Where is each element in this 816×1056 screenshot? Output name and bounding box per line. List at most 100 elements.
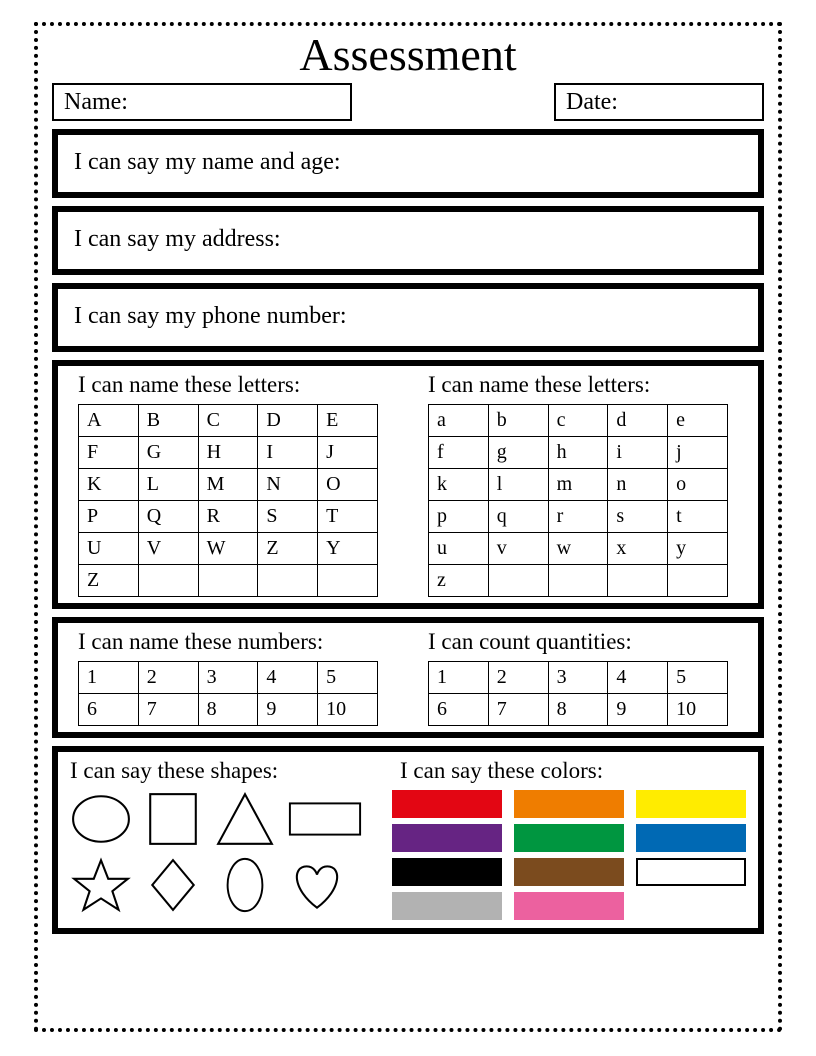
grid-cell: o xyxy=(668,469,728,501)
star-icon xyxy=(70,856,132,914)
grid-cell: s xyxy=(608,501,668,533)
grid-cell: C xyxy=(198,405,258,437)
numbers-name-heading: I can name these numbers: xyxy=(78,629,396,655)
grid-cell: Z xyxy=(79,565,139,597)
grid-cell: T xyxy=(318,501,378,533)
grid-cell: c xyxy=(548,405,608,437)
grid-cell: k xyxy=(429,469,489,501)
section-letters: I can name these letters: ABCDEFGHIJKLMN… xyxy=(52,360,764,609)
square-icon xyxy=(142,790,204,848)
grid-cell: W xyxy=(198,533,258,565)
grid-cell: 8 xyxy=(198,694,258,726)
grid-cell: u xyxy=(429,533,489,565)
grid-cell xyxy=(318,565,378,597)
stmt-address: I can say my address: xyxy=(70,218,746,263)
grid-cell: P xyxy=(79,501,139,533)
color-swatch-green xyxy=(514,824,624,852)
grid-cell xyxy=(258,565,318,597)
triangle-icon xyxy=(214,790,276,848)
grid-cell: n xyxy=(608,469,668,501)
color-swatch-pink xyxy=(514,892,624,920)
diamond-icon xyxy=(142,856,204,914)
grid-cell: y xyxy=(668,533,728,565)
grid-cell: Z xyxy=(258,533,318,565)
shapes-col: I can say these shapes: xyxy=(70,758,372,922)
section-name-age: I can say my name and age: xyxy=(52,129,764,198)
grid-cell: M xyxy=(198,469,258,501)
heart-icon xyxy=(286,856,348,914)
page-title: Assessment xyxy=(52,28,764,81)
grid-cell: 2 xyxy=(488,662,548,694)
grid-cell: 1 xyxy=(79,662,139,694)
date-label: Date: xyxy=(566,89,618,116)
colors-grid xyxy=(392,790,746,920)
name-label: Name: xyxy=(64,89,128,116)
grid-cell: 10 xyxy=(668,694,728,726)
grid-cell xyxy=(138,565,198,597)
grid-cell: b xyxy=(488,405,548,437)
color-swatch-blue xyxy=(636,824,746,852)
grid-cell: t xyxy=(668,501,728,533)
color-swatch-red xyxy=(392,790,502,818)
grid-cell: 9 xyxy=(608,694,668,726)
grid-cell: E xyxy=(318,405,378,437)
grid-cell: 4 xyxy=(608,662,668,694)
lowercase-table: abcdefghijklmnopqrstuvwxyz xyxy=(428,404,728,597)
grid-cell: R xyxy=(198,501,258,533)
numbers-count-col: I can count quantities: 12345678910 xyxy=(420,629,746,726)
grid-cell: g xyxy=(488,437,548,469)
numbers-name-table: 12345678910 xyxy=(78,661,378,726)
grid-cell: d xyxy=(608,405,668,437)
grid-cell: N xyxy=(258,469,318,501)
grid-cell: Y xyxy=(318,533,378,565)
header-row: Name: Date: xyxy=(52,83,764,121)
grid-cell: Q xyxy=(138,501,198,533)
grid-cell: F xyxy=(79,437,139,469)
uppercase-col: I can name these letters: ABCDEFGHIJKLMN… xyxy=(70,372,396,597)
color-swatch-orange xyxy=(514,790,624,818)
grid-cell: i xyxy=(608,437,668,469)
numbers-count-heading: I can count quantities: xyxy=(428,629,746,655)
grid-cell: 10 xyxy=(318,694,378,726)
grid-cell: 4 xyxy=(258,662,318,694)
grid-cell: I xyxy=(258,437,318,469)
grid-cell: m xyxy=(548,469,608,501)
grid-cell: 5 xyxy=(668,662,728,694)
color-swatch-purple xyxy=(392,824,502,852)
grid-cell: A xyxy=(79,405,139,437)
grid-cell: H xyxy=(198,437,258,469)
color-swatch-white xyxy=(636,858,746,886)
grid-cell: z xyxy=(429,565,489,597)
grid-cell: U xyxy=(79,533,139,565)
stmt-name-age: I can say my name and age: xyxy=(70,141,746,186)
grid-cell xyxy=(548,565,608,597)
grid-cell: B xyxy=(138,405,198,437)
lower-heading: I can name these letters: xyxy=(428,372,746,398)
grid-cell xyxy=(608,565,668,597)
grid-cell: 3 xyxy=(198,662,258,694)
color-swatch-gray xyxy=(392,892,502,920)
color-swatch-yellow xyxy=(636,790,746,818)
date-field[interactable]: Date: xyxy=(554,83,764,121)
name-field[interactable]: Name: xyxy=(52,83,352,121)
grid-cell: 3 xyxy=(548,662,608,694)
grid-cell: h xyxy=(548,437,608,469)
grid-cell: 7 xyxy=(138,694,198,726)
section-numbers: I can name these numbers: 12345678910 I … xyxy=(52,617,764,738)
color-swatch-brown xyxy=(514,858,624,886)
numbers-name-col: I can name these numbers: 12345678910 xyxy=(70,629,396,726)
ellipse-icon xyxy=(214,856,276,914)
colors-col: I can say these colors: xyxy=(392,758,746,922)
grid-cell: l xyxy=(488,469,548,501)
grid-cell: 5 xyxy=(318,662,378,694)
grid-cell: 6 xyxy=(429,694,489,726)
colors-heading: I can say these colors: xyxy=(400,758,746,784)
grid-cell: w xyxy=(548,533,608,565)
worksheet-page: Assessment Name: Date: I can say my name… xyxy=(34,22,782,1032)
grid-cell: K xyxy=(79,469,139,501)
grid-cell: L xyxy=(138,469,198,501)
upper-heading: I can name these letters: xyxy=(78,372,396,398)
shapes-row-1 xyxy=(70,790,372,848)
grid-cell: p xyxy=(429,501,489,533)
numbers-count-table: 12345678910 xyxy=(428,661,728,726)
